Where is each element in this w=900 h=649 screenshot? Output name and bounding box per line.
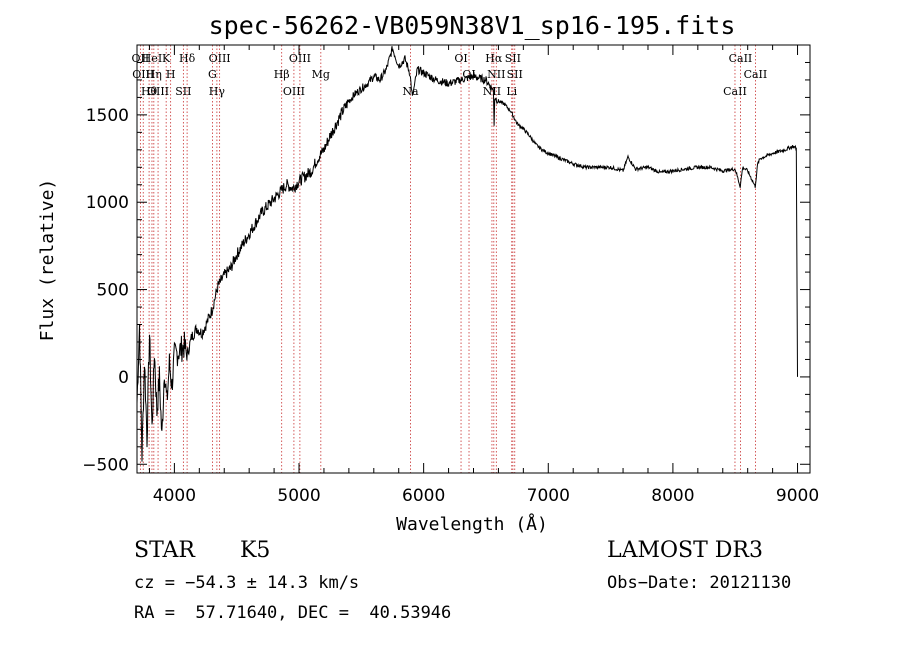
line-marker-label: G — [208, 68, 217, 81]
velocity-text: cz = −54.3 ± 14.3 km/s — [134, 573, 360, 593]
line-marker-label: NII — [487, 68, 505, 81]
y-tick-label: 1000 — [86, 193, 129, 213]
line-marker-label: Na — [402, 85, 419, 98]
line-marker-label: CaII — [729, 52, 753, 65]
line-marker-label: CaII — [723, 85, 747, 98]
line-marker-label: Hβ — [274, 68, 290, 81]
line-marker-label: OIII — [289, 52, 311, 65]
line-marker-label: H — [166, 68, 176, 81]
line-marker-label: CaII — [744, 68, 768, 81]
line-marker-label: SII — [507, 68, 523, 81]
x-tick-label: 7000 — [527, 486, 570, 506]
y-axis-label: Flux (relative) — [37, 179, 58, 342]
chart-title: spec-56262-VB059N38V1_sp16-195.fits — [209, 11, 736, 40]
x-tick-label: 4000 — [153, 486, 196, 506]
line-marker-label: Hγ — [209, 85, 226, 98]
x-tick-label: 9000 — [776, 486, 819, 506]
y-tick-label: 500 — [97, 281, 129, 301]
survey-label: LAMOST DR3 — [607, 538, 763, 563]
line-marker-label: OIII — [283, 85, 305, 98]
x-tick-label: 6000 — [402, 486, 445, 506]
x-axis-label: Wavelength (Å) — [396, 513, 548, 535]
class-label: STAR — [134, 538, 195, 563]
line-marker-label: K — [162, 52, 171, 65]
line-marker-label: OIII — [147, 85, 169, 98]
subclass-label: K5 — [240, 538, 271, 563]
line-marker-label: OI — [454, 52, 467, 65]
line-marker-label: Hα — [485, 52, 503, 65]
y-tick-label: 0 — [118, 368, 129, 388]
obs-date-text: Obs−Date: 20121130 — [607, 573, 792, 593]
line-marker-label: OII — [132, 52, 150, 65]
line-marker-label: OIII — [209, 52, 231, 65]
line-marker-label: Hθ — [141, 85, 158, 98]
line-marker-label: OIII — [132, 68, 154, 81]
y-tick-label: −500 — [82, 455, 129, 475]
line-marker-label: SII — [175, 85, 191, 98]
line-marker-label: Li — [506, 85, 517, 98]
coordinates-text: RA = 57.71640, DEC = 40.53946 — [134, 603, 452, 623]
plot-frame — [136, 44, 811, 474]
line-marker-label: Hη — [146, 68, 162, 81]
flux-series-line — [136, 46, 798, 462]
line-marker-label: Mg — [312, 68, 330, 81]
line-marker-label: Hδ — [179, 52, 196, 65]
x-tick-label: 8000 — [651, 486, 694, 506]
x-tick-label: 5000 — [277, 486, 320, 506]
line-marker-label: HeI — [142, 52, 162, 65]
line-marker-label: NII — [483, 85, 501, 98]
line-marker-label: SII — [505, 52, 521, 65]
y-tick-label: 1500 — [86, 106, 129, 126]
